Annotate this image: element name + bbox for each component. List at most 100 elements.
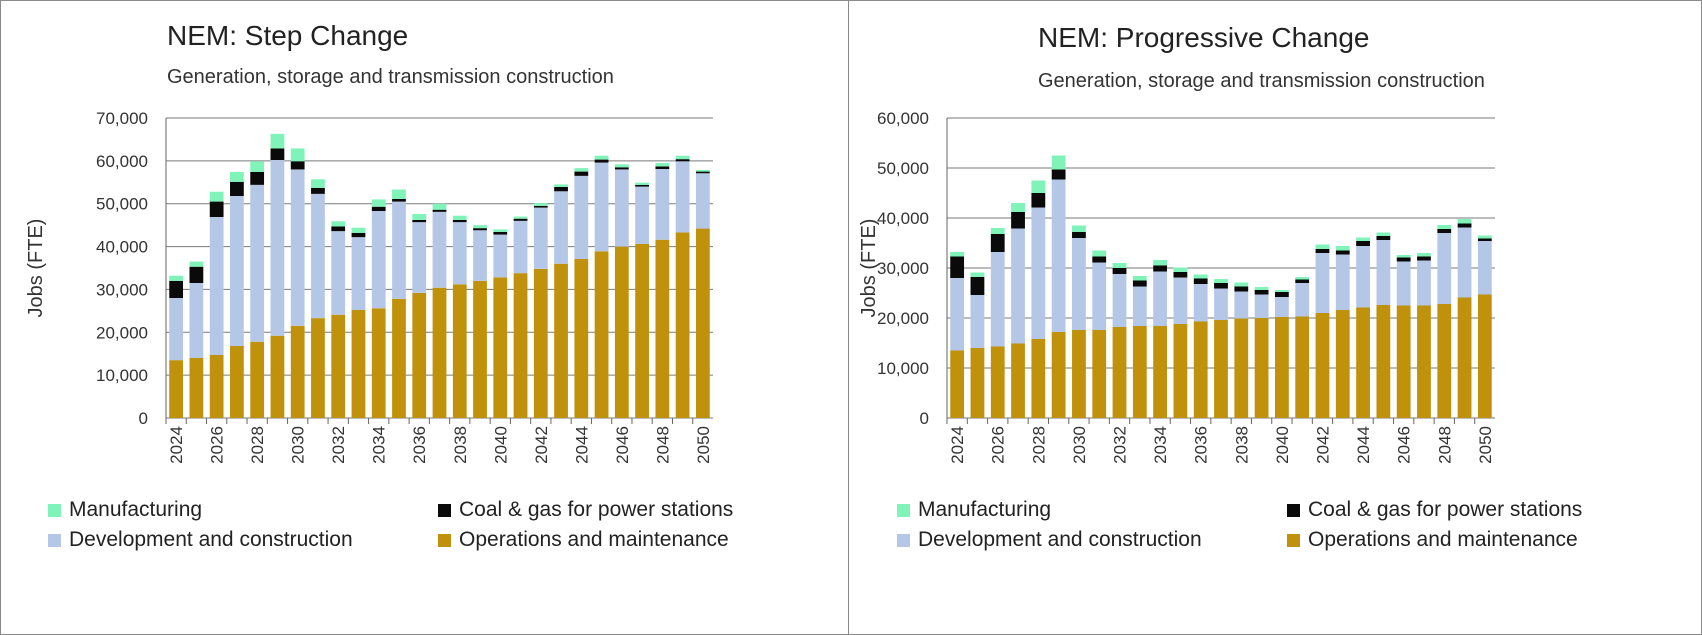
bar-segment-manufacturing <box>1193 274 1208 279</box>
y-tick-label: 10,000 <box>96 366 148 385</box>
bar-segment-development <box>655 169 670 240</box>
bar-segment-manufacturing <box>1295 277 1310 280</box>
y-tick-label: 40,000 <box>877 209 929 228</box>
bar-segment-coal-gas <box>1173 272 1188 278</box>
bar-segment-manufacturing <box>351 227 366 233</box>
legend-item-coal-gas: Coal & gas for power stations <box>438 498 733 522</box>
bar-segment-development <box>1437 233 1452 304</box>
x-tick-label: 2036 <box>410 426 429 464</box>
bar-segment-coal-gas <box>1295 279 1310 283</box>
stacked-bar-chart: 0 10,000 20,000 30,000 40,000 50,000 60,000 Job… <box>858 109 1495 464</box>
legend-item-manufacturing: Manufacturing <box>48 498 202 522</box>
bar-segment-development <box>1477 241 1492 295</box>
bar-segment-development <box>169 298 184 361</box>
bar-segment-development <box>452 222 467 285</box>
bar-segment-development <box>351 237 366 310</box>
bar-segment-operations <box>1153 326 1168 418</box>
bar-segment-operations <box>1193 321 1208 418</box>
bar-segment-coal-gas <box>473 228 487 231</box>
bar-segment-development <box>950 278 965 351</box>
bar-segment-manufacturing <box>614 164 629 168</box>
bar-segment-operations <box>655 239 670 418</box>
bar-segment-development <box>574 175 589 259</box>
x-tick-label: 2038 <box>1232 426 1251 464</box>
bar-segment-manufacturing <box>1477 235 1492 239</box>
bar-segment-operations <box>1031 339 1046 418</box>
y-tick-label: 60,000 <box>96 152 148 171</box>
bar-segment-operations <box>412 292 427 418</box>
bar-segment-development <box>554 191 568 264</box>
bar-segment-coal-gas <box>614 167 629 170</box>
legend-swatch-operations <box>1287 533 1300 547</box>
x-tick-label: 2044 <box>1354 426 1373 464</box>
bar-segment-operations <box>1477 294 1492 418</box>
bar-segment-coal-gas <box>311 187 325 194</box>
bar-segment-coal-gas <box>635 184 649 187</box>
bar-segment-coal-gas <box>371 206 386 211</box>
bar-segment-manufacturing <box>970 272 985 277</box>
bar-segment-operations <box>1335 310 1350 418</box>
legend-swatch-operations <box>438 533 451 547</box>
legend-swatch-manufacturing <box>48 503 61 517</box>
bar-segment-development <box>695 173 710 229</box>
x-tick-label: 2028 <box>248 426 267 464</box>
bar-segment-operations <box>614 246 629 418</box>
legend-item-manufacturing: Manufacturing <box>897 498 1051 522</box>
x-tick-label: 2032 <box>329 426 348 464</box>
bar-segment-coal-gas <box>1356 241 1370 246</box>
bar-segment-development <box>371 211 386 309</box>
bar-segment-operations <box>452 284 467 418</box>
bar-segment-operations <box>1274 317 1289 418</box>
bar-segment-coal-gas <box>950 256 965 278</box>
bar-segment-operations <box>533 268 548 418</box>
bar-segment-coal-gas <box>250 172 265 185</box>
legend-label: Coal & gas for power stations <box>1308 498 1583 521</box>
legend-label: Development and construction <box>69 528 353 551</box>
bar-segment-coal-gas <box>270 148 285 160</box>
y-tick-label: 50,000 <box>877 159 929 178</box>
x-tick-label: 2034 <box>370 426 389 464</box>
bar-segment-development <box>1234 291 1249 319</box>
legend-label: Operations and maintenance <box>459 528 729 551</box>
bar-segment-manufacturing <box>1173 267 1188 272</box>
bar-segment-manufacturing <box>635 182 649 185</box>
bar-segment-operations <box>990 346 1005 418</box>
bar-segment-manufacturing <box>473 225 487 229</box>
bar-segment-operations <box>1011 343 1025 418</box>
bar-segment-development <box>1417 260 1431 306</box>
bar-segment-operations <box>1112 327 1127 418</box>
bar-segment-development <box>230 196 244 346</box>
bar-segment-manufacturing <box>169 275 184 281</box>
bar-segment-development <box>189 283 204 358</box>
bar-segment-development <box>1193 284 1208 322</box>
bar-segment-development <box>473 230 487 281</box>
bar-segment-manufacturing <box>594 155 609 160</box>
y-tick-label: 30,000 <box>96 280 148 299</box>
bar-segment-coal-gas <box>554 187 568 192</box>
bar-segment-operations <box>1254 318 1269 418</box>
bar-segment-operations <box>695 228 710 418</box>
legend-label: Manufacturing <box>918 498 1052 521</box>
bar-segment-coal-gas <box>1254 290 1269 295</box>
bar-segment-development <box>1173 277 1188 324</box>
bar-segment-coal-gas <box>432 209 447 212</box>
bar-segment-coal-gas <box>1153 265 1168 272</box>
bar-segment-manufacturing <box>371 199 386 207</box>
bar-segment-coal-gas <box>1417 256 1431 261</box>
bar-segment-development <box>392 201 406 299</box>
bar-segment-manufacturing <box>1254 287 1269 290</box>
x-tick-label: 2048 <box>653 426 672 464</box>
bar-segment-operations <box>473 280 487 418</box>
y-tick-label: 10,000 <box>877 359 929 378</box>
legend-swatch-coal-gas <box>438 503 451 517</box>
bar-segment-operations <box>351 310 366 418</box>
bar-segment-coal-gas <box>970 277 985 295</box>
bar-segment-manufacturing <box>1335 246 1350 251</box>
legend-label: Development and construction <box>918 528 1202 551</box>
bar-segment-manufacturing <box>1315 244 1330 249</box>
bar-segment-coal-gas <box>513 218 528 221</box>
bar-segment-manufacturing <box>452 215 467 220</box>
bar-segment-coal-gas <box>1051 169 1066 180</box>
y-tick-label: 70,000 <box>96 109 148 128</box>
legend-item-development: Development and construction <box>48 528 353 552</box>
